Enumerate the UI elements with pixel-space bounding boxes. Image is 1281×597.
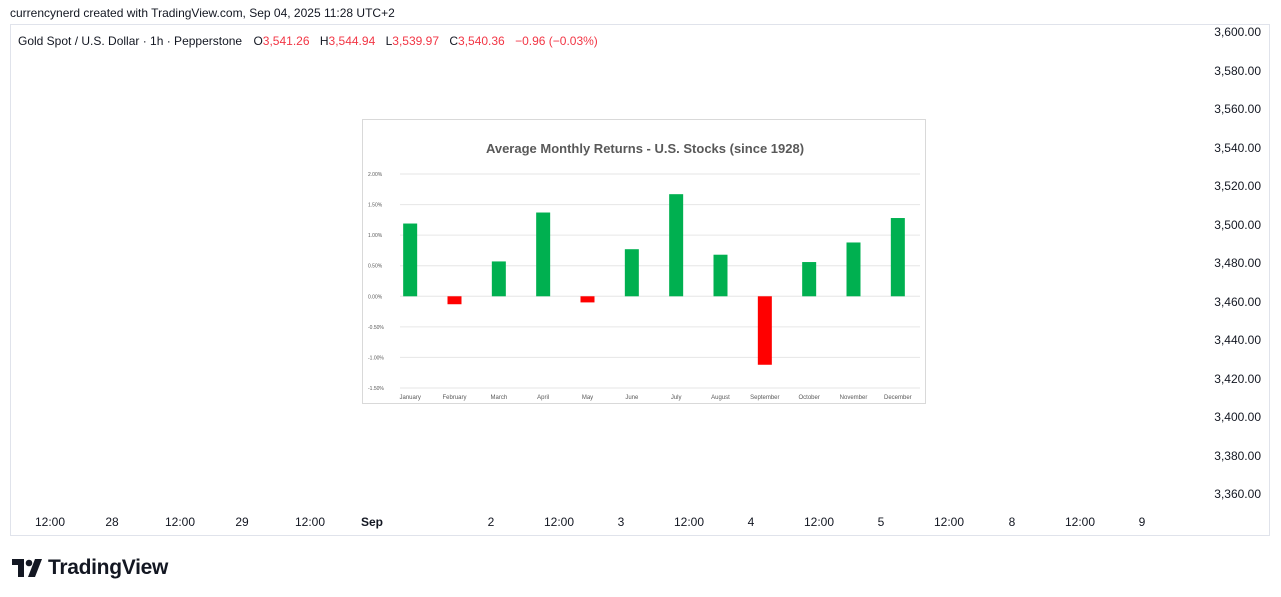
chart-title: Average Monthly Returns - U.S. Stocks (s… — [486, 141, 804, 156]
close-label: C — [449, 34, 459, 48]
x-tick-label: February — [442, 395, 466, 401]
time-tick-label: 12:00 — [34, 515, 66, 529]
x-tick-label: September — [750, 395, 779, 401]
bar-november — [846, 242, 861, 297]
time-tick-label: 12:00 — [803, 515, 835, 529]
low-label: L — [385, 34, 393, 48]
time-tick-label: 5 — [877, 515, 885, 529]
bar-april — [536, 212, 551, 297]
y-tick-label: -1.00% — [368, 355, 384, 361]
x-tick-label: November — [840, 395, 868, 401]
time-tick-label: 2 — [487, 515, 495, 529]
x-tick-label: December — [884, 395, 912, 401]
price-tick-label: 3,440.00 — [1214, 333, 1261, 347]
time-tick-label: 4 — [747, 515, 755, 529]
open-label: O — [253, 34, 263, 48]
low-value: 3,539.97 — [392, 34, 439, 48]
time-tick-label: 29 — [235, 515, 249, 529]
price-tick-label: 3,480.00 — [1214, 256, 1261, 270]
bar-october — [802, 262, 817, 297]
monthly-returns-chart: Average Monthly Returns - U.S. Stocks (s… — [362, 119, 926, 404]
price-tick-label: 3,580.00 — [1214, 63, 1261, 78]
symbol-legend: Gold Spot / U.S. Dollar · 1h · Peppersto… — [18, 34, 598, 48]
y-tick-label: -1.50% — [368, 386, 384, 392]
tradingview-logo[interactable]: TradingView — [12, 556, 168, 580]
y-tick-label: 1.50% — [368, 203, 383, 209]
y-tick-label: -0.50% — [368, 325, 384, 331]
y-tick-label: 2.00% — [368, 172, 383, 178]
time-tick-label: 12:00 — [294, 515, 326, 529]
change-value: −0.96 (−0.03%) — [515, 34, 598, 48]
bar-august — [713, 254, 728, 297]
tradingview-wordmark: TradingView — [48, 556, 169, 579]
bar-may — [580, 296, 595, 303]
x-tick-label: April — [537, 395, 549, 401]
price-tick-label: 3,420.00 — [1214, 371, 1261, 386]
time-tick-label: 8 — [1008, 515, 1016, 529]
time-tick-label: 12:00 — [543, 515, 575, 529]
time-tick-label: Sep — [360, 515, 384, 529]
price-tick-label: 3,400.00 — [1214, 410, 1261, 424]
open-value: 3,541.26 — [262, 34, 310, 48]
bar-february — [447, 296, 462, 305]
y-tick-label: 0.50% — [368, 264, 383, 270]
time-tick-label: 12:00 — [164, 515, 196, 529]
bar-december — [890, 218, 905, 297]
x-tick-label: July — [671, 395, 682, 401]
x-tick-label: August — [711, 395, 730, 401]
price-tick-label: 3,560.00 — [1214, 102, 1261, 116]
time-tick-label: 12:00 — [933, 515, 965, 529]
chart-pane[interactable] — [10, 24, 1270, 536]
high-label: H — [319, 34, 329, 48]
price-tick-label: 3,460.00 — [1214, 294, 1261, 309]
x-tick-label: October — [798, 395, 819, 401]
bar-september — [757, 296, 772, 365]
price-tick-label: 3,380.00 — [1214, 448, 1261, 463]
symbol-title[interactable]: Gold Spot / U.S. Dollar · 1h · Peppersto… — [18, 34, 243, 48]
y-tick-label: 1.00% — [368, 233, 383, 239]
x-tick-label: June — [625, 395, 639, 401]
price-tick-label: 3,540.00 — [1214, 140, 1261, 155]
time-tick-label: 9 — [1138, 515, 1146, 529]
price-tick-label: 3,520.00 — [1214, 179, 1261, 193]
bar-july — [669, 194, 684, 297]
bar-january — [403, 223, 418, 297]
price-tick-label: 3,360.00 — [1214, 487, 1261, 501]
bar-june — [624, 249, 639, 297]
time-tick-label: 3 — [617, 515, 625, 529]
price-tick-label: 3,500.00 — [1214, 217, 1261, 232]
x-tick-label: May — [582, 395, 593, 401]
close-value: 3,540.36 — [458, 34, 505, 48]
high-value: 3,544.94 — [328, 34, 376, 48]
price-tick-label: 3,600.00 — [1214, 25, 1261, 39]
time-tick-label: 12:00 — [1064, 515, 1096, 529]
chart-attribution: currencynerd created with TradingView.co… — [10, 6, 395, 20]
y-tick-label: 0.00% — [368, 294, 383, 300]
x-tick-label: January — [399, 395, 420, 401]
x-tick-label: March — [490, 395, 507, 401]
monthly-returns-svg: Average Monthly Returns - U.S. Stocks (s… — [368, 141, 920, 401]
time-tick-label: 28 — [105, 515, 119, 529]
bar-march — [491, 261, 506, 297]
tradingview-logo-icon — [12, 559, 42, 577]
time-tick-label: 12:00 — [673, 515, 705, 529]
